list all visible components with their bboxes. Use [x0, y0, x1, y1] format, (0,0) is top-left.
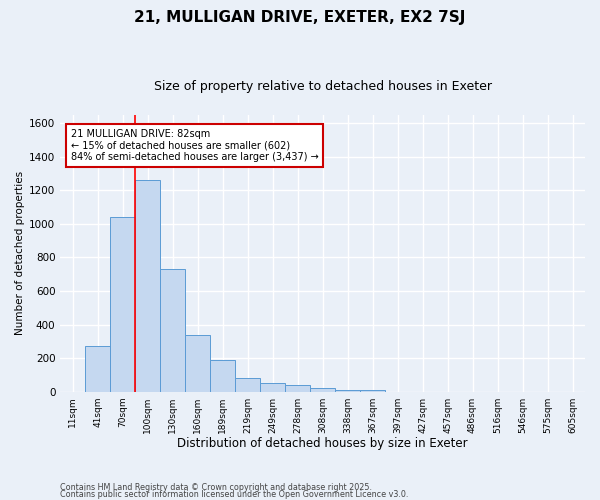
Bar: [310, 388, 335, 392]
Bar: [160, 269, 185, 392]
Bar: [210, 360, 235, 392]
Title: Size of property relative to detached houses in Exeter: Size of property relative to detached ho…: [154, 80, 491, 93]
Bar: [185, 334, 210, 392]
Bar: [135, 180, 160, 392]
Text: Contains public sector information licensed under the Open Government Licence v3: Contains public sector information licen…: [60, 490, 409, 499]
Bar: [110, 218, 135, 392]
Bar: [235, 378, 260, 392]
Text: Contains HM Land Registry data © Crown copyright and database right 2025.: Contains HM Land Registry data © Crown c…: [60, 484, 372, 492]
Text: 21 MULLIGAN DRIVE: 82sqm
← 15% of detached houses are smaller (602)
84% of semi-: 21 MULLIGAN DRIVE: 82sqm ← 15% of detach…: [71, 129, 319, 162]
Bar: [85, 346, 110, 392]
Y-axis label: Number of detached properties: Number of detached properties: [15, 171, 25, 336]
X-axis label: Distribution of detached houses by size in Exeter: Distribution of detached houses by size …: [178, 437, 468, 450]
Bar: [360, 390, 385, 392]
Bar: [285, 385, 310, 392]
Bar: [260, 383, 285, 392]
Text: 21, MULLIGAN DRIVE, EXETER, EX2 7SJ: 21, MULLIGAN DRIVE, EXETER, EX2 7SJ: [134, 10, 466, 25]
Bar: [335, 390, 360, 392]
